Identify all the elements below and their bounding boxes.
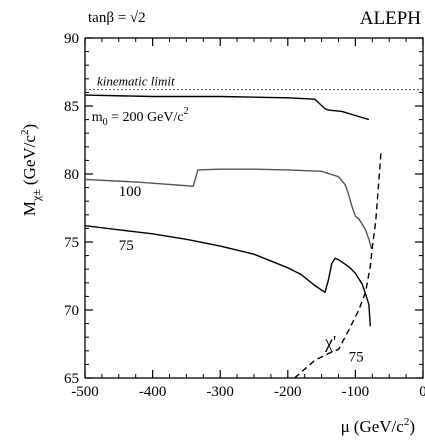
- x-tick-label: -300: [206, 384, 234, 400]
- series-line-0: [84, 94, 370, 121]
- x-tick-label: -500: [71, 384, 99, 400]
- y-axis-unit-power: 2: [19, 130, 31, 136]
- x-axis-unit-power: 2: [404, 416, 410, 428]
- x-ticks: -500 -400 -300 -200 -100 0: [71, 38, 425, 400]
- x-axis-symbol: μ: [341, 417, 350, 436]
- kinematic-limit-label: kinematic limit: [97, 74, 175, 89]
- x-axis-label: μ (GeV/c2): [341, 416, 415, 436]
- y-axis-label: Mχ± (GeV/c2): [19, 124, 43, 216]
- series-labels: m0 = 200 GeV/c2 100 75 χ' 75: [92, 106, 364, 366]
- series-sublabel-3: 75: [349, 350, 364, 366]
- series-label-1: 100: [119, 184, 142, 200]
- series-line-3: [294, 150, 382, 379]
- y-axis-unit-close: ): [20, 124, 39, 130]
- x-axis-unit: (GeV/c: [354, 417, 404, 436]
- y-tick-label: 65: [64, 371, 79, 387]
- title-left: tanβ = √2: [88, 10, 146, 26]
- x-tick-label: 0: [419, 384, 425, 400]
- y-axis-symbol: M: [20, 201, 39, 216]
- y-tick-label: 90: [64, 31, 79, 47]
- series-label-2: 75: [119, 238, 134, 254]
- y-axis-unit: (GeV/c: [20, 135, 39, 185]
- x-tick-label: -200: [274, 384, 302, 400]
- series-line-1: [84, 168, 373, 249]
- y-axis-subscript: χ±: [29, 189, 43, 202]
- y-ticks: 65 70 75 80 85 90: [64, 31, 423, 387]
- series-label-0: m0 = 200 GeV/c2: [92, 106, 189, 128]
- x-axis-unit-close: ): [409, 417, 415, 436]
- y-tick-label: 70: [64, 303, 79, 319]
- y-tick-label: 75: [64, 235, 79, 251]
- title-right: ALEPH: [360, 8, 422, 29]
- plot-frame: [84, 37, 424, 379]
- kinematic-limit: kinematic limit: [85, 74, 423, 91]
- y-tick-label: 85: [64, 99, 79, 115]
- x-tick-label: -400: [139, 384, 167, 400]
- y-tick-label: 80: [64, 167, 79, 183]
- series-label-3: χ': [324, 332, 336, 352]
- series: [84, 94, 382, 379]
- series-line-2: [84, 225, 371, 327]
- x-tick-label: -100: [342, 384, 370, 400]
